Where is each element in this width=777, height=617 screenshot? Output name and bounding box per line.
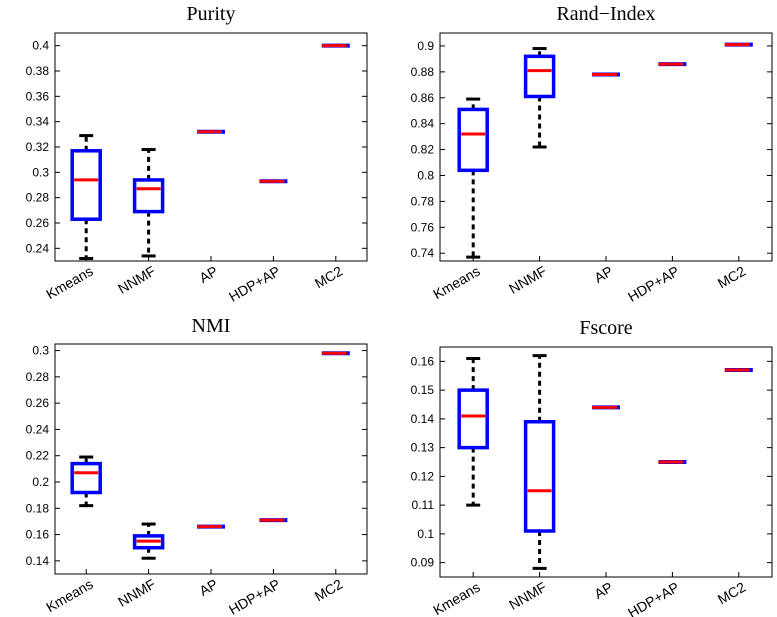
y-tick-label: 0.2 <box>32 475 49 489</box>
y-tick-label: 0.36 <box>26 89 50 103</box>
panel-fscore: Fscore 0.09 0.1 0.11 0.12 0.13 0.14 0.15 0.16 Km… <box>411 317 773 617</box>
box-mc2 <box>321 43 350 261</box>
y-tick-label: 0.14 <box>26 554 50 568</box>
y-tick-label: 0.16 <box>26 528 50 542</box>
box-mc2 <box>724 368 753 577</box>
y-tick-label: 0.84 <box>411 117 435 131</box>
y-tick-label: 0.1 <box>417 527 434 541</box>
x-tick-label: MC2 <box>312 576 346 605</box>
box-kmeans <box>457 97 489 261</box>
y-tick-label: 0.24 <box>26 241 50 255</box>
y-tick-label: 0.14 <box>411 412 435 426</box>
box-ap <box>592 72 620 261</box>
iqr-box <box>132 534 165 550</box>
x-tick-label: MC2 <box>715 263 749 292</box>
x-tick-label: HDP+AP <box>226 263 283 305</box>
x-tick-label: HDP+AP <box>226 576 283 617</box>
x-tick-label: NNMF <box>115 263 158 297</box>
y-tick-label: 0.32 <box>26 140 50 154</box>
box-mc2 <box>321 351 350 574</box>
chart-title: Fscore <box>579 317 632 339</box>
plot-frame <box>54 32 368 262</box>
box-ap <box>197 129 225 261</box>
x-tick-label: Kmeans <box>430 579 482 617</box>
y-tick-label: 0.28 <box>26 191 50 205</box>
y-tick-label: 0.3 <box>32 165 49 179</box>
y-tick-label: 0.28 <box>26 370 50 384</box>
box-nnmf <box>132 148 165 261</box>
y-tick-label: 0.4 <box>32 39 49 53</box>
x-tick-label: AP <box>196 576 220 599</box>
box-nnmf <box>523 47 556 261</box>
chart-title: NMI <box>192 315 231 337</box>
box-ap <box>197 524 225 574</box>
x-tick-label: AP <box>591 579 615 602</box>
y-tick-label: 0.16 <box>411 354 435 368</box>
box-kmeans <box>457 357 489 577</box>
x-tick-label: AP <box>591 263 615 286</box>
y-tick-label: 0.26 <box>26 396 50 410</box>
y-tick-label: 0.82 <box>411 143 435 157</box>
x-tick-label: MC2 <box>715 579 749 608</box>
x-tick-label: MC2 <box>312 263 346 292</box>
x-tick-label: HDP+AP <box>625 263 682 305</box>
y-tick-label: 0.86 <box>411 91 435 105</box>
iqr-box <box>523 54 556 99</box>
y-tick-label: 0.22 <box>26 449 50 463</box>
x-tick-label: NNMF <box>506 579 549 613</box>
box-nnmf <box>132 522 165 574</box>
x-tick-label: Kmeans <box>43 263 95 303</box>
panel-rand-index: Rand−Index 0.74 0.76 0.78 0.8 0.82 0.84 0.86 0.… <box>411 3 773 305</box>
box-mc2 <box>724 42 753 261</box>
iqr-box <box>70 461 102 495</box>
x-tick-label: Kmeans <box>430 263 482 303</box>
box-ap <box>592 405 620 577</box>
iqr-box <box>523 420 556 533</box>
plot-frame <box>439 346 773 578</box>
x-tick-label: HDP+AP <box>625 579 682 617</box>
x-tick-label: AP <box>196 263 220 286</box>
y-tick-label: 0.8 <box>417 169 434 183</box>
x-tick-label: NNMF <box>115 576 158 610</box>
iqr-box <box>70 149 102 221</box>
x-tick-label: Kmeans <box>43 576 95 616</box>
y-tick-label: 0.18 <box>26 501 50 515</box>
y-tick-label: 0.12 <box>411 469 435 483</box>
y-tick-label: 0.74 <box>411 246 435 260</box>
chart-title: Purity <box>187 3 236 25</box>
y-tick-label: 0.9 <box>417 39 434 53</box>
panel-purity: Purity 0.24 0.26 0.28 0.3 0.32 0.34 0.36 0.38 0.… <box>26 3 368 305</box>
box-hdp-ap <box>658 62 687 261</box>
panel-nmi: NMI 0.14 0.16 0.18 0.2 0.22 0.24 0.26 0.28 0.3 Km… <box>26 315 368 617</box>
y-tick-label: 0.78 <box>411 194 435 208</box>
box-hdp-ap <box>259 179 288 261</box>
x-tick-label: NNMF <box>506 263 549 297</box>
y-tick-label: 0.13 <box>411 441 435 455</box>
box-kmeans <box>70 455 102 574</box>
y-tick-label: 0.24 <box>26 422 50 436</box>
box-hdp-ap <box>259 518 288 574</box>
iqr-box <box>457 388 489 450</box>
y-tick-label: 0.3 <box>32 344 49 358</box>
iqr-box <box>457 107 489 173</box>
plot-frame <box>439 32 773 262</box>
y-tick-label: 0.09 <box>411 556 435 570</box>
box-nnmf <box>523 354 556 577</box>
y-tick-label: 0.88 <box>411 65 435 79</box>
y-tick-label: 0.26 <box>26 216 50 230</box>
y-tick-label: 0.15 <box>411 383 435 397</box>
y-tick-label: 0.34 <box>26 115 50 129</box>
y-tick-label: 0.11 <box>412 498 435 512</box>
y-tick-label: 0.76 <box>411 220 435 234</box>
iqr-box <box>132 178 165 214</box>
chart-title: Rand−Index <box>556 3 655 25</box>
box-kmeans <box>70 134 102 261</box>
box-hdp-ap <box>658 460 687 577</box>
y-tick-label: 0.38 <box>26 64 50 78</box>
plot-frame <box>54 343 368 575</box>
